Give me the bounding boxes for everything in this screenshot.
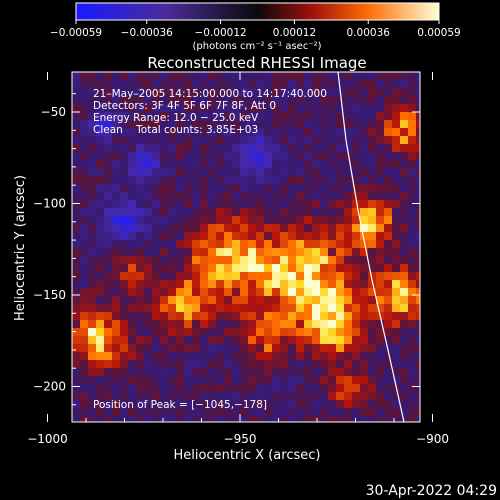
colorbar-tick-label: 0.00036 (347, 27, 391, 39)
colorbar-tick-label: 0.00059 (417, 27, 460, 39)
y-tick-label: −200 (33, 380, 66, 394)
annotation-energy: Energy Range: 12.0 − 25.0 keV (93, 112, 259, 124)
colorbar-tick-labels: −0.00059 −0.00036 −0.00012 0.00012 0.00036 0.… (50, 27, 461, 39)
x-tick-label: −950 (224, 432, 257, 446)
x-axis-label: Heliocentric X (arcsec) (174, 448, 321, 463)
heatmap-cells (72, 72, 420, 422)
y-axis-label: Heliocentric Y (arcsec) (13, 175, 28, 321)
heatmap-image (71, 71, 421, 423)
colorbar-tick-label: −0.00059 (50, 27, 102, 39)
peak-position-label: Position of Peak = [−1045,−178] (93, 399, 267, 411)
chart-title: Reconstructed RHESSI Image (147, 54, 366, 72)
footer-timestamp: 30-Apr-2022 04:29 (365, 483, 497, 499)
solar-limb-line (337, 71, 405, 423)
colorbar (75, 2, 440, 21)
colorbar-tick-label: −0.00036 (121, 27, 174, 39)
plot-frame (71, 71, 421, 423)
y-axis-ticks: −50 −100 −150 −200 (33, 93, 420, 406)
annotation-time-range: 21–May–2005 14:15:00.000 to 14:17:40.000 (93, 88, 327, 100)
colorbar-tick-label: 0.00012 (273, 27, 316, 39)
colorbar-unit-label: (photons cm⁻² s⁻¹ asec⁻²) (192, 41, 321, 52)
x-tick-label: −1000 (27, 432, 68, 446)
annotation-counts: Clean Total counts: 3.85E+03 (93, 124, 258, 136)
y-tick-label: −50 (41, 105, 66, 119)
x-axis-ticks: −1000 −950 −900 (27, 72, 449, 446)
y-tick-label: −150 (33, 288, 66, 302)
annotation-detectors: Detectors: 3F 4F 5F 6F 7F 8F, Att 0 (93, 100, 276, 112)
colorbar-ticks (75, 20, 440, 24)
x-tick-label: −900 (416, 432, 449, 446)
y-tick-label: −100 (33, 197, 66, 211)
colorbar-tick-label: −0.00012 (194, 27, 246, 39)
